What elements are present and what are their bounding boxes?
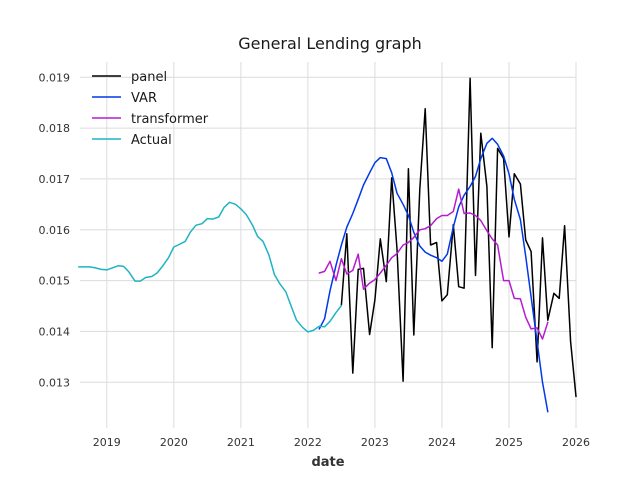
y-tick-label: 0.016 — [39, 224, 71, 237]
series-line-var — [318, 137, 549, 413]
x-tick-label: 2026 — [562, 436, 590, 449]
x-tick-label: 2020 — [160, 436, 188, 449]
legend-label: VAR — [131, 91, 157, 106]
series-lines — [77, 77, 577, 413]
series-line-actual — [77, 201, 343, 333]
y-tick-label: 0.014 — [39, 325, 71, 338]
legend: panel VAR transformer Actual — [92, 70, 209, 148]
y-tick-label: 0.019 — [39, 71, 71, 84]
series-line-transformer — [318, 188, 549, 340]
x-tick-label: 2025 — [495, 436, 523, 449]
legend-label: transformer — [131, 112, 209, 127]
series-line-panel — [340, 77, 577, 398]
y-axis-ticks: 0.013 0.014 0.015 0.016 0.017 0.018 0.019 — [39, 71, 71, 389]
y-tick-label: 0.013 — [39, 376, 71, 389]
x-tick-label: 2021 — [227, 436, 255, 449]
y-tick-label: 0.015 — [39, 275, 71, 288]
grid — [80, 62, 577, 428]
x-tick-label: 2022 — [294, 436, 322, 449]
x-tick-label: 2024 — [428, 436, 456, 449]
y-tick-label: 0.018 — [39, 122, 71, 135]
legend-label: panel — [131, 70, 167, 85]
chart-title: General Lending graph — [238, 34, 422, 53]
legend-label: Actual — [131, 133, 172, 148]
x-axis-label: date — [311, 455, 344, 470]
y-tick-label: 0.017 — [39, 173, 71, 186]
x-tick-label: 2019 — [93, 436, 121, 449]
x-tick-label: 2023 — [361, 436, 389, 449]
x-axis-ticks: 2019 2020 2021 2022 2023 2024 2025 2026 — [93, 436, 590, 449]
